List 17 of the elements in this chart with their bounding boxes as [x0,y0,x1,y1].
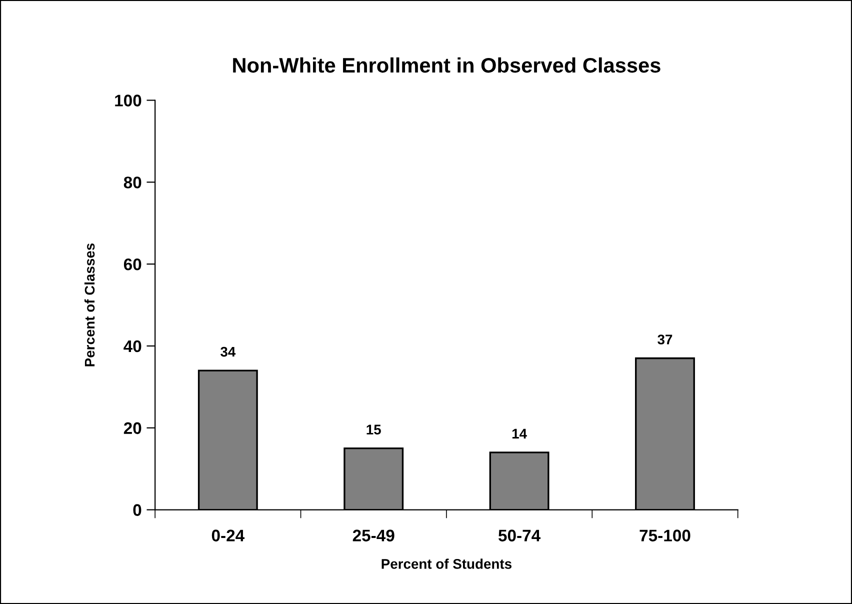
x-axis-title: Percent of Students [382,558,512,569]
data-label: 15 [366,424,381,434]
x-tick-label: 0-24 [212,530,244,542]
y-axis-title: Percent of Classes [84,243,95,366]
x-tick-label: 50-74 [498,530,541,542]
chart-title: Non-White Enrollment in Observed Classes [233,57,660,73]
x-tick-label: 25-49 [352,530,394,542]
y-tick-label: 80 [124,176,142,188]
data-label: 14 [512,428,527,438]
y-tick-label: 100 [115,94,142,106]
y-tick-label: 0 [133,504,142,516]
data-label: 34 [220,346,236,357]
y-tick-label: 20 [124,422,142,434]
y-tick-label: 40 [124,340,142,352]
data-label: 37 [658,334,672,344]
x-tick-label: 75-100 [640,530,690,542]
y-tick-label: 60 [124,258,142,270]
